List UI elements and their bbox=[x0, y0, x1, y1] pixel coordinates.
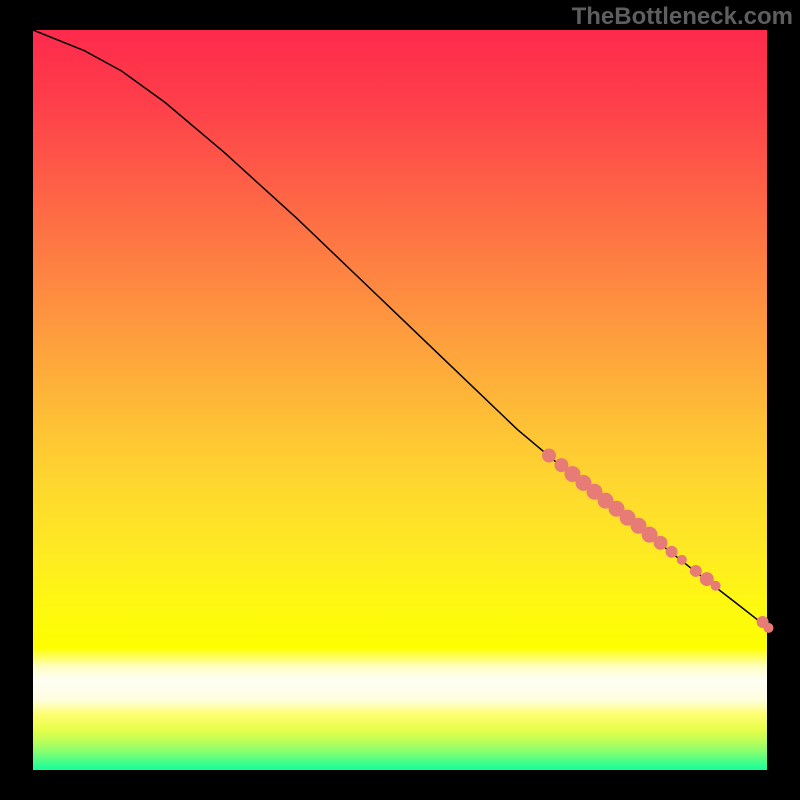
chart-svg bbox=[0, 0, 800, 800]
data-marker bbox=[763, 623, 773, 633]
data-marker bbox=[690, 565, 702, 577]
plot-background bbox=[33, 30, 767, 770]
data-marker bbox=[542, 449, 556, 463]
watermark-text: TheBottleneck.com bbox=[572, 3, 793, 31]
chart-container: TheBottleneck.com bbox=[0, 0, 800, 800]
data-marker bbox=[654, 536, 668, 550]
data-marker bbox=[711, 581, 721, 591]
data-marker bbox=[666, 546, 678, 558]
data-marker bbox=[677, 555, 687, 565]
